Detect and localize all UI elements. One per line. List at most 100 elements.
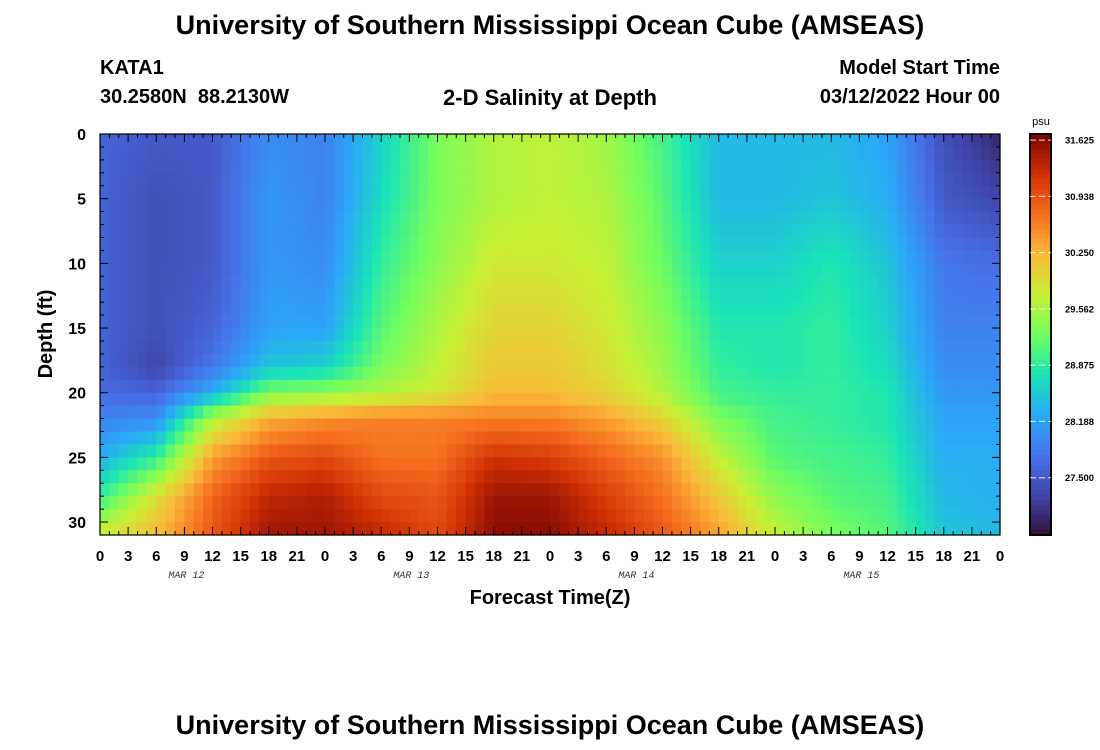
heatmap-cell [231, 237, 242, 252]
heatmap-cell [240, 289, 251, 303]
heatmap-cell [587, 250, 598, 264]
heatmap-cell [118, 302, 129, 316]
heatmap-cell [962, 146, 973, 161]
heatmap-cell [109, 522, 120, 536]
heatmap-cell [925, 418, 935, 433]
heatmap-cell [428, 431, 439, 446]
heatmap-cell [868, 522, 879, 536]
heatmap-cell [568, 276, 579, 290]
heatmap-cell [278, 483, 289, 497]
heatmap-cell [690, 159, 701, 174]
heatmap-cell [250, 185, 260, 200]
heatmap-cell [353, 263, 364, 277]
heatmap-cell [259, 198, 270, 213]
heatmap-cell [231, 470, 242, 484]
heatmap-cell [596, 250, 607, 264]
heatmap-cell [934, 470, 945, 484]
heatmap-cell [362, 431, 373, 446]
heatmap-cell [915, 263, 926, 277]
heatmap-cell [268, 509, 279, 523]
heatmap-cell [737, 185, 748, 200]
heatmap-cell [653, 185, 664, 200]
heatmap-cell [578, 250, 589, 264]
heatmap-cell [250, 263, 260, 277]
heatmap-cell [934, 328, 945, 342]
heatmap-cell [475, 340, 485, 355]
heatmap-cell [156, 470, 167, 484]
heatmap-cell [118, 276, 129, 290]
heatmap-cell [878, 522, 889, 536]
heatmap-cell [109, 172, 120, 187]
heatmap-cell [765, 431, 776, 446]
heatmap-cell [221, 159, 232, 174]
heatmap-cell [859, 483, 870, 497]
colorbar-segment [1030, 324, 1051, 331]
heatmap-cell [662, 134, 673, 148]
heatmap-cell [709, 418, 720, 433]
heatmap-cell [193, 366, 204, 381]
heatmap-cell [175, 237, 185, 252]
heatmap-cell [296, 418, 307, 433]
heatmap-cell [259, 315, 270, 329]
heatmap-cell [943, 198, 954, 213]
heatmap-cell [418, 263, 429, 277]
heatmap-cell [700, 340, 710, 355]
heatmap-cell [268, 302, 279, 316]
heatmap-cell [653, 172, 664, 187]
heatmap-cell [212, 431, 223, 446]
heatmap-cell [821, 134, 832, 148]
heatmap-cell [728, 159, 739, 174]
heatmap-cell [784, 237, 795, 252]
heatmap-cell [325, 366, 335, 381]
heatmap-cell [240, 211, 251, 226]
colorbar-segment [1030, 419, 1051, 426]
heatmap-cell [925, 405, 935, 420]
heatmap-cell [409, 250, 420, 264]
heatmap-cell [437, 134, 448, 148]
heatmap-cell [878, 263, 889, 277]
heatmap-cell [606, 470, 617, 484]
heatmap-cell [850, 457, 860, 471]
heatmap-cell [925, 353, 935, 368]
heatmap-cell [700, 211, 710, 226]
heatmap-cell [756, 353, 767, 368]
heatmap-cell [437, 431, 448, 446]
heatmap-cell [840, 328, 851, 342]
heatmap-cell [512, 340, 523, 355]
heatmap-cell [578, 470, 589, 484]
heatmap-cell [840, 237, 851, 252]
heatmap-cell [381, 328, 392, 342]
heatmap-cell [775, 418, 785, 433]
heatmap-cell [868, 366, 879, 381]
heatmap-cell [203, 340, 214, 355]
heatmap-cell [390, 172, 401, 187]
heatmap-cell [643, 146, 654, 161]
heatmap-cell [775, 289, 785, 303]
heatmap-cell [615, 185, 626, 200]
heatmap-cell [240, 276, 251, 290]
heatmap-cell [887, 483, 898, 497]
heatmap-cell [728, 263, 739, 277]
heatmap-cell [662, 146, 673, 161]
heatmap-cell [100, 431, 110, 446]
heatmap-cell [775, 237, 785, 252]
heatmap-cell [915, 340, 926, 355]
heatmap-cell [953, 431, 964, 446]
heatmap-cell [390, 444, 401, 458]
colorbar-segment [1030, 194, 1051, 200]
heatmap-cell [456, 509, 467, 523]
heatmap-cell [653, 496, 664, 510]
heatmap-cell [831, 328, 842, 342]
heatmap-cell [250, 509, 260, 523]
heatmap-cell [718, 289, 729, 303]
heatmap-cell [953, 328, 964, 342]
heatmap-cell [231, 159, 242, 174]
heatmap-cell [240, 134, 251, 148]
heatmap-cell [137, 418, 148, 433]
heatmap-cell [756, 224, 767, 239]
heatmap-cell [578, 134, 589, 148]
heatmap-cell [381, 185, 392, 200]
heatmap-cell [353, 509, 364, 523]
colorbar-segment [1030, 179, 1051, 185]
heatmap-cell [859, 237, 870, 252]
